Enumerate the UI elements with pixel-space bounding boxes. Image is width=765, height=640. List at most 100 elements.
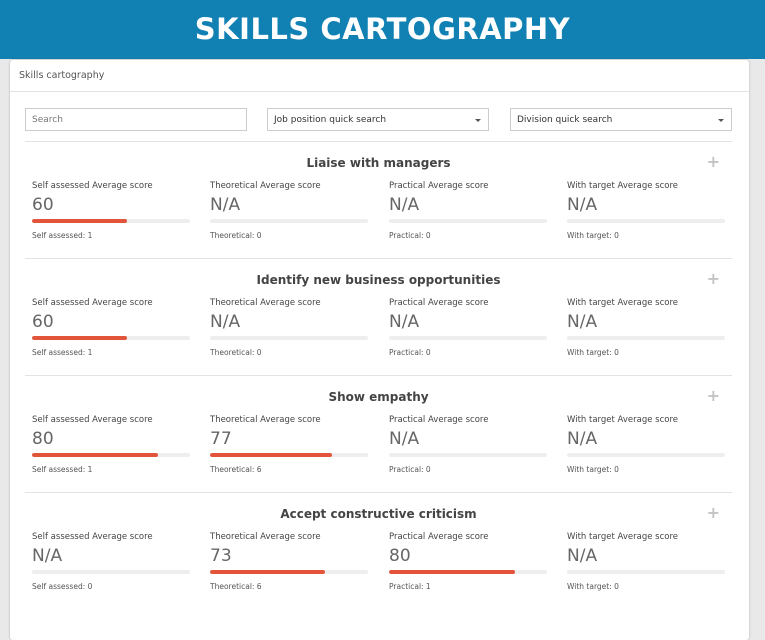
- score-progress-bar: [32, 336, 190, 340]
- metric-count: With target: 0: [567, 231, 619, 240]
- score-metric: Theoretical Average score 77 Theoretical: …: [210, 415, 368, 474]
- score-progress-bar: [210, 219, 368, 223]
- metric-value: 80: [389, 546, 411, 566]
- score-metric: With target Average score N/A With target:…: [567, 532, 725, 591]
- score-progress-bar: [389, 219, 547, 223]
- score-progress-fill: [210, 453, 332, 457]
- metric-count: With target: 0: [567, 582, 619, 591]
- score-progress-bar: [567, 453, 725, 457]
- metric-label: With target Average score: [567, 532, 678, 542]
- metric-label: Self assessed Average score: [32, 415, 153, 425]
- metric-label: Self assessed Average score: [32, 532, 153, 542]
- expand-plus-icon[interactable]: +: [706, 386, 720, 405]
- metric-value: 60: [32, 195, 54, 215]
- metric-value: N/A: [210, 312, 241, 332]
- score-metric: Self assessed Average score 60 Self assess…: [32, 298, 190, 357]
- skill-block: Accept constructive criticism + Self asses…: [25, 492, 732, 609]
- metric-value: 77: [210, 429, 232, 449]
- skills-panel: Skills cartography Job position quick se…: [10, 60, 749, 640]
- metric-label: Practical Average score: [389, 181, 489, 191]
- page-banner: SKILLS CARTOGRAPHY: [0, 0, 765, 59]
- metric-count: Self assessed: 1: [32, 348, 93, 357]
- score-progress-fill: [32, 453, 159, 457]
- metric-count: Theoretical: 6: [210, 582, 262, 591]
- score-metric: Practical Average score N/A Practical: 0: [389, 181, 547, 240]
- expand-plus-icon[interactable]: +: [706, 503, 720, 522]
- score-progress-fill: [210, 570, 326, 574]
- metric-value: 60: [32, 312, 54, 332]
- score-metric: Self assessed Average score 80 Self assess…: [32, 415, 190, 474]
- metric-value: N/A: [567, 312, 598, 332]
- metric-label: Self assessed Average score: [32, 298, 153, 308]
- metric-label: Theoretical Average score: [210, 415, 321, 425]
- score-metric: Self assessed Average score 60 Self assess…: [32, 181, 190, 240]
- division-select-label: Division quick search: [517, 114, 613, 125]
- metric-count: Theoretical: 0: [210, 348, 262, 357]
- metric-count: Theoretical: 6: [210, 465, 262, 474]
- score-progress-fill: [32, 336, 127, 340]
- metric-value: N/A: [567, 546, 598, 566]
- score-progress-bar: [210, 336, 368, 340]
- search-field[interactable]: [25, 108, 247, 131]
- score-metric: Self assessed Average score N/A Self asses…: [32, 532, 190, 591]
- skill-title: Identify new business opportunities: [256, 273, 501, 287]
- score-progress-bar: [389, 336, 547, 340]
- score-progress-bar: [32, 219, 190, 223]
- metric-count: Self assessed: 1: [32, 465, 93, 474]
- skill-block: Show empathy + Self assessed Average score…: [25, 375, 732, 492]
- metric-value: 73: [210, 546, 232, 566]
- metric-count: Practical: 0: [389, 231, 431, 240]
- skills-list: Liaise with managers + Self assessed Avera…: [25, 141, 732, 609]
- chevron-down-icon: [475, 119, 481, 122]
- search-input[interactable]: [32, 109, 246, 130]
- score-metric: Theoretical Average score N/A Theoretical:…: [210, 298, 368, 357]
- metric-value: N/A: [32, 546, 63, 566]
- metric-label: Practical Average score: [389, 532, 489, 542]
- metric-label: Theoretical Average score: [210, 181, 321, 191]
- score-metric: Practical Average score N/A Practical: 0: [389, 298, 547, 357]
- score-progress-bar: [389, 453, 547, 457]
- score-progress-fill: [389, 570, 516, 574]
- score-metric: With target Average score N/A With target:…: [567, 181, 725, 240]
- skill-title: Show empathy: [328, 390, 429, 404]
- metric-label: Theoretical Average score: [210, 298, 321, 308]
- skill-block: Identify new business opportunities + Self…: [25, 258, 732, 375]
- metric-value: N/A: [567, 195, 598, 215]
- skill-title: Liaise with managers: [306, 156, 451, 170]
- metric-count: Self assessed: 0: [32, 582, 93, 591]
- metric-count: With target: 0: [567, 465, 619, 474]
- score-progress-bar: [567, 570, 725, 574]
- metric-label: Practical Average score: [389, 415, 489, 425]
- metric-label: With target Average score: [567, 181, 678, 191]
- score-metric: Practical Average score N/A Practical: 0: [389, 415, 547, 474]
- metric-count: Self assessed: 1: [32, 231, 93, 240]
- metric-label: With target Average score: [567, 298, 678, 308]
- metric-label: Self assessed Average score: [32, 181, 153, 191]
- metric-count: Practical: 0: [389, 348, 431, 357]
- score-progress-fill: [32, 219, 127, 223]
- metric-value: N/A: [567, 429, 598, 449]
- metric-value: N/A: [389, 195, 420, 215]
- banner-title: SKILLS CARTOGRAPHY: [194, 11, 571, 46]
- expand-plus-icon[interactable]: +: [706, 269, 720, 288]
- job-position-select-label: Job position quick search: [274, 114, 387, 125]
- score-metric: Theoretical Average score 73 Theoretical: …: [210, 532, 368, 591]
- metric-count: Practical: 0: [389, 465, 431, 474]
- score-progress-bar: [32, 453, 190, 457]
- metric-count: With target: 0: [567, 348, 619, 357]
- metric-value: N/A: [389, 312, 420, 332]
- metric-label: Theoretical Average score: [210, 532, 321, 542]
- metric-count: Practical: 1: [389, 582, 431, 591]
- division-select[interactable]: Division quick search: [510, 108, 732, 131]
- score-progress-bar: [210, 570, 368, 574]
- score-metric: Theoretical Average score N/A Theoretical:…: [210, 181, 368, 240]
- skill-title: Accept constructive criticism: [280, 507, 477, 521]
- chevron-down-icon: [718, 119, 724, 122]
- metric-label: Practical Average score: [389, 298, 489, 308]
- score-metric: With target Average score N/A With target:…: [567, 415, 725, 474]
- expand-plus-icon[interactable]: +: [706, 152, 720, 171]
- metric-label: With target Average score: [567, 415, 678, 425]
- score-metric: With target Average score N/A With target:…: [567, 298, 725, 357]
- panel-title: Skills cartography: [10, 60, 749, 92]
- job-position-select[interactable]: Job position quick search: [267, 108, 489, 131]
